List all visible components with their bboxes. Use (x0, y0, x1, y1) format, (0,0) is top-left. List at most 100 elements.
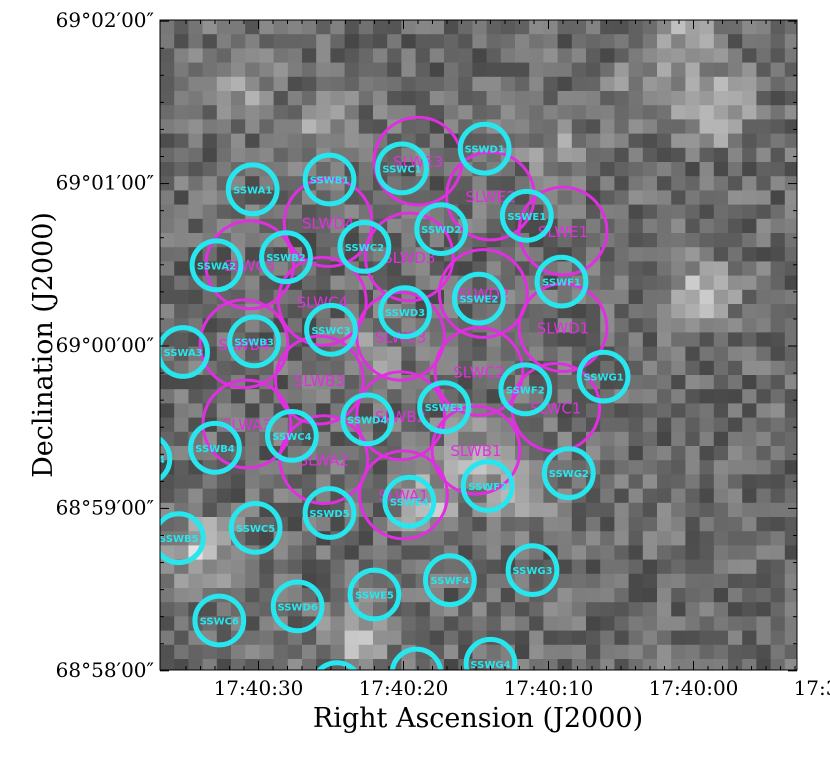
image-pixel (557, 105, 573, 120)
image-pixel (586, 659, 601, 670)
image-pixel (671, 332, 686, 348)
image-pixel (387, 446, 402, 461)
image-pixel (174, 673, 189, 688)
image-pixel (657, 275, 672, 291)
image-pixel (231, 233, 246, 248)
ssw-detector-label: SSWA1 (233, 185, 272, 196)
image-pixel (174, 517, 189, 532)
image-pixel (401, 147, 417, 163)
image-pixel (330, 644, 346, 660)
image-pixel (188, 162, 204, 177)
image-pixel (600, 190, 615, 206)
image-pixel (160, 403, 175, 419)
image-pixel (628, 460, 644, 475)
image-pixel (486, 659, 502, 670)
y-tick-label: 68°58′00″ (56, 658, 154, 682)
image-pixel (699, 332, 715, 348)
image-pixel (600, 91, 615, 106)
image-pixel (174, 289, 189, 305)
image-pixel (515, 34, 530, 49)
image-pixel (174, 389, 189, 404)
image-pixel (628, 133, 644, 149)
image-pixel (273, 76, 289, 92)
image-pixel (444, 34, 459, 49)
image-pixel (600, 62, 615, 78)
image-pixel (330, 545, 346, 561)
image-pixel (657, 360, 672, 376)
image-pixel (642, 91, 658, 106)
image-pixel (358, 48, 374, 64)
image-pixel (770, 602, 786, 617)
image-pixel (287, 176, 303, 191)
image-pixel (586, 218, 601, 234)
image-pixel (160, 105, 175, 120)
image-pixel (571, 403, 587, 419)
image-pixel (628, 204, 644, 220)
image-pixel (373, 62, 388, 78)
image-pixel (657, 289, 672, 305)
image-pixel (756, 190, 772, 206)
image-pixel (557, 190, 573, 206)
image-pixel (358, 517, 374, 532)
image-pixel (685, 119, 701, 135)
image-pixel (614, 332, 630, 348)
image-pixel (571, 559, 587, 575)
image-pixel (302, 275, 317, 291)
image-pixel (742, 644, 757, 660)
image-pixel (586, 644, 601, 660)
x-tick-label: 17:40:10 (504, 676, 594, 700)
image-pixel (529, 644, 544, 660)
image-pixel (358, 588, 374, 603)
image-pixel (387, 34, 402, 49)
image-pixel (799, 645, 814, 660)
image-pixel (500, 616, 516, 632)
image-pixel (614, 190, 630, 206)
image-pixel (330, 119, 346, 135)
image-pixel (458, 517, 473, 532)
image-pixel (216, 545, 232, 561)
image-pixel (245, 616, 260, 632)
image-pixel (699, 502, 715, 518)
image-pixel (699, 233, 715, 248)
image-pixel (444, 105, 459, 120)
image-pixel (330, 431, 346, 447)
image-pixel (458, 602, 473, 617)
slw-detector-circle (517, 185, 609, 277)
image-pixel (472, 176, 488, 191)
image-pixel (742, 190, 757, 206)
image-pixel (444, 630, 459, 646)
image-pixel (657, 346, 672, 362)
image-pixel (728, 275, 743, 291)
image-pixel (174, 531, 189, 546)
image-pixel (728, 105, 743, 120)
image-pixel (231, 176, 246, 191)
image-pixel (330, 673, 345, 688)
image-pixel (770, 233, 786, 248)
image-pixel (316, 247, 331, 262)
image-pixel (429, 62, 445, 78)
image-pixel (458, 360, 473, 376)
image-pixel (557, 204, 573, 220)
ssw-detector-circle (460, 459, 515, 513)
image-pixel (387, 545, 402, 561)
image-pixel (742, 573, 757, 589)
image-pixel (373, 332, 388, 348)
image-pixel (756, 261, 772, 277)
ssw-detector-label: SSWG1 (584, 373, 624, 384)
image-pixel (401, 162, 417, 177)
image-pixel (302, 588, 317, 603)
image-pixel (259, 644, 275, 660)
image-pixel (216, 133, 232, 149)
ssw-detector-circle (340, 392, 395, 447)
image-pixel (316, 275, 331, 291)
image-pixel (642, 332, 658, 348)
image-pixel (657, 460, 672, 475)
image-pixel (586, 559, 601, 575)
image-pixel (657, 133, 672, 149)
image-pixel (728, 417, 743, 433)
image-pixel (642, 531, 658, 546)
image-pixel (529, 431, 544, 447)
image-pixel (571, 474, 587, 490)
image-pixel (756, 318, 772, 333)
image-pixel (287, 502, 303, 518)
